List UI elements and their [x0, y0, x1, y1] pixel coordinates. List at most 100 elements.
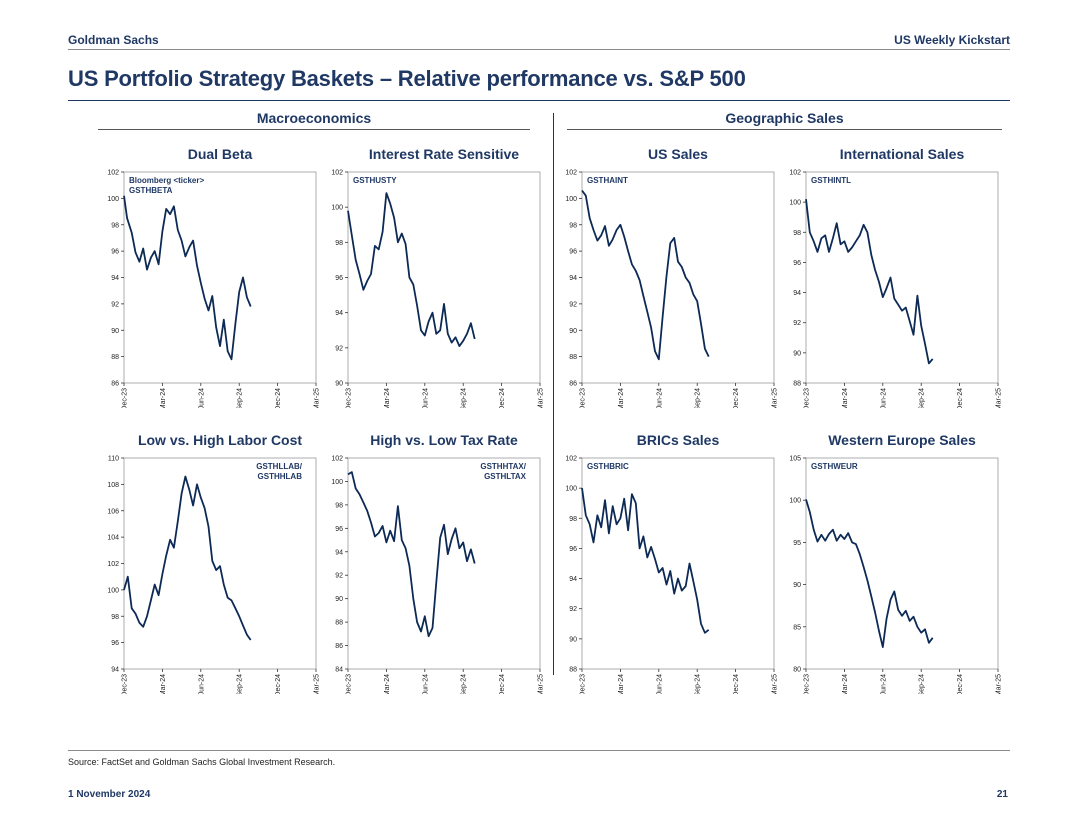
y-tick-label: 100	[789, 200, 801, 207]
y-tick-label: 98	[335, 240, 343, 247]
x-tick-label: Dec-24	[733, 674, 740, 694]
y-tick-label: 102	[565, 170, 577, 177]
x-tick-label: Mar-24	[384, 674, 391, 694]
y-tick-label: 100	[565, 486, 577, 493]
series-line	[347, 471, 476, 638]
y-tick-label: 88	[335, 620, 343, 627]
chart-western-europe-sales: Western Europe Sales 80 85 90 95 100 105 Dec-23…	[780, 424, 1005, 694]
y-tick-label: 102	[331, 456, 343, 463]
y-tick-label: 96	[569, 249, 577, 256]
chart-svg: Low vs. High Labor Cost 94 96 98 100 102 104 10…	[107, 432, 321, 694]
y-tick-label: 86	[111, 381, 119, 388]
y-tick-label: 92	[335, 573, 343, 580]
series-line	[123, 475, 252, 641]
y-tick-label: 106	[107, 508, 119, 515]
header-firm: Goldman Sachs	[68, 33, 159, 47]
x-tick-label: Sep-24	[695, 674, 702, 694]
y-tick-label: 98	[335, 502, 343, 509]
y-tick-label: 100	[565, 196, 577, 203]
chart-international-sales: International Sales 88 90 92 94 96 98 100 102 Dec…	[780, 138, 1005, 408]
y-tick-label: 102	[565, 456, 577, 463]
chart-us-sales: US Sales 86 88 90 92 94 96 98 100 102 Dec-23 Mar-24…	[556, 138, 781, 408]
y-tick-label: 100	[331, 205, 343, 212]
header-rule	[68, 49, 1010, 50]
y-tick-label: 94	[793, 290, 801, 297]
x-tick-label: Dec-23	[580, 674, 587, 694]
y-tick-label: 98	[793, 230, 801, 237]
title-rule	[68, 100, 1010, 101]
y-tick-label: 85	[793, 624, 801, 631]
plot-area	[581, 171, 775, 384]
y-tick-label: 100	[789, 498, 801, 505]
chart-title: Low vs. High Labor Cost	[138, 432, 302, 448]
y-tick-label: 104	[107, 535, 119, 542]
y-tick-label: 88	[793, 381, 801, 388]
ticker-label: GSTHHLAB	[258, 472, 303, 481]
x-tick-label: Jun-24	[422, 388, 429, 408]
chart-svg: Dual Beta 86 88 90 92 94 96 98 100 102 Dec-23 Mar-2…	[107, 146, 320, 408]
y-tick-label: 100	[107, 196, 119, 203]
plot-area	[805, 457, 999, 670]
y-tick-label: 88	[569, 354, 577, 361]
y-tick-label: 98	[111, 614, 119, 621]
y-tick-label: 94	[569, 576, 577, 583]
y-tick-label: 102	[331, 170, 343, 177]
y-tick-label: 100	[331, 479, 343, 486]
x-tick-label: Mar-25	[538, 388, 545, 408]
x-tick-label: Mar-24	[160, 388, 167, 408]
chart-interest-rate-sensitive: Interest Rate Sensitive 90 92 94 96 98 100 102 D…	[322, 138, 547, 408]
y-tick-label: 96	[335, 275, 343, 282]
ticker-label: GSTHUSTY	[353, 176, 397, 185]
x-tick-label: Mar-25	[772, 388, 779, 408]
chart-title: BRICs Sales	[637, 432, 720, 448]
plot-area	[347, 457, 541, 670]
y-tick-label: 96	[111, 249, 119, 256]
x-tick-label: Dec-24	[957, 388, 964, 408]
y-tick-label: 94	[111, 275, 119, 282]
ticker-label: GSTHLLAB/	[256, 462, 303, 471]
y-tick-label: 92	[569, 301, 577, 308]
y-tick-label: 94	[335, 310, 343, 317]
x-tick-label: Dec-24	[275, 674, 282, 694]
y-tick-label: 94	[569, 275, 577, 282]
chart-title: Western Europe Sales	[828, 432, 976, 448]
x-tick-label: Jun-24	[656, 388, 663, 408]
page-title: US Portfolio Strategy Baskets – Relative…	[68, 66, 746, 91]
ticker-label: GSTHINTL	[811, 176, 851, 185]
series-line	[805, 198, 934, 365]
chart-svg: International Sales 88 90 92 94 96 98 100 102 Dec…	[789, 146, 1002, 408]
y-tick-label: 86	[335, 643, 343, 650]
x-tick-label: Dec-23	[804, 674, 811, 694]
x-tick-label: Mar-24	[618, 388, 625, 408]
y-tick-label: 90	[335, 596, 343, 603]
section-macroeconomics: Macroeconomics	[256, 110, 372, 126]
ticker-label: GSTHBRIC	[587, 462, 629, 471]
y-tick-label: 95	[793, 540, 801, 547]
y-tick-label: 86	[569, 381, 577, 388]
x-tick-label: Dec-24	[499, 388, 506, 408]
chart-svg: BRICs Sales 88 90 92 94 96 98 100 102 Dec-23 Mar-2…	[565, 432, 778, 694]
y-tick-label: 96	[793, 260, 801, 267]
chart-high-vs-low-tax-rate: High vs. Low Tax Rate 84 86 88 90 92 94 96 98 100…	[322, 424, 547, 694]
ticker-label: GSTHLTAX	[484, 472, 527, 481]
x-tick-label: Mar-25	[996, 674, 1003, 694]
chart-dual-beta: Dual Beta 86 88 90 92 94 96 98 100 102 Dec-23 Mar-2…	[98, 138, 323, 408]
chart-svg: Interest Rate Sensitive 90 92 94 96 98 100 102 D…	[331, 146, 545, 408]
y-tick-label: 98	[111, 222, 119, 229]
x-tick-label: Mar-24	[384, 388, 391, 408]
section-geographic-sales: Geographic Sales	[725, 110, 844, 126]
y-tick-label: 96	[569, 546, 577, 553]
x-tick-label: Mar-25	[314, 674, 321, 694]
x-tick-label: Dec-23	[346, 674, 353, 694]
section-rule-right	[567, 129, 1002, 130]
x-tick-label: Jun-24	[422, 674, 429, 694]
y-tick-label: 90	[569, 636, 577, 643]
y-tick-label: 80	[793, 667, 801, 674]
x-tick-label: Sep-24	[695, 388, 702, 408]
chart-brics-sales: BRICs Sales 88 90 92 94 96 98 100 102 Dec-23 Mar-2…	[556, 424, 781, 694]
x-tick-label: Sep-24	[919, 674, 926, 694]
y-tick-label: 98	[569, 222, 577, 229]
section-divider	[553, 113, 554, 675]
x-tick-label: Dec-24	[733, 388, 740, 408]
series-line	[805, 499, 934, 649]
